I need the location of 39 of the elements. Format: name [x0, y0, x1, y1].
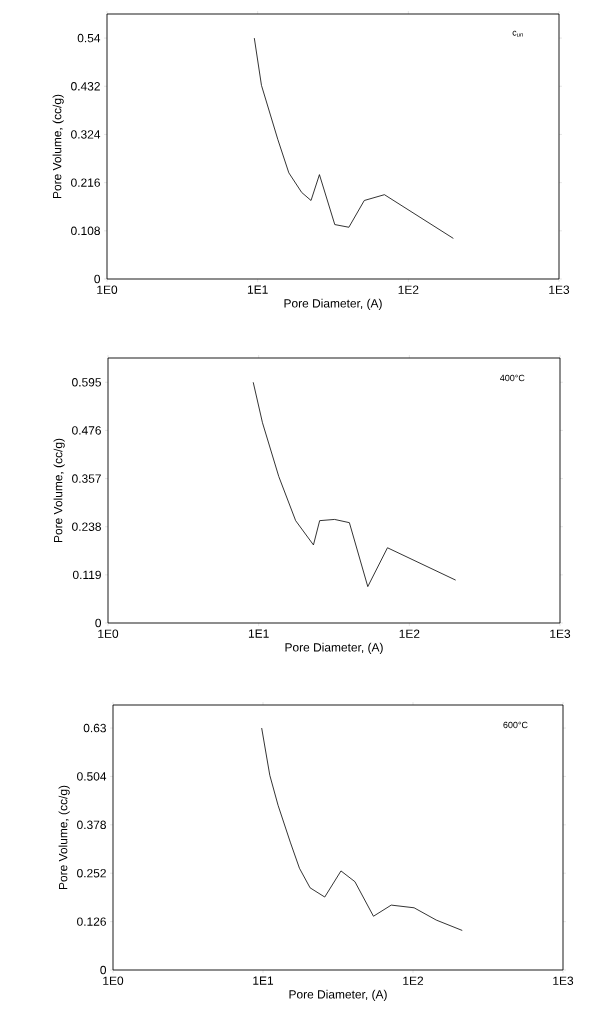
y-tick-label: 0.595 — [72, 378, 101, 387]
y-tick-label: 0 — [100, 965, 107, 975]
x-tick-label: 1E3 — [549, 285, 570, 294]
x-axis-title: Pore Diameter, (A) — [285, 642, 383, 654]
y-tick-label: 0.378 — [77, 820, 106, 830]
x-tick-label: 1E2 — [403, 976, 424, 985]
y-tick-label: 0.119 — [72, 570, 101, 580]
y-tick-label: 0.216 — [71, 178, 100, 187]
x-tick-label: 1E1 — [247, 285, 268, 294]
y-axis-title: Pore Volume, (cc/g) — [58, 785, 70, 890]
x-tick-label: 1E2 — [399, 629, 420, 638]
x-tick-label: 1E3 — [550, 629, 571, 638]
y-axis-title: Pore Volume, (cc/g) — [53, 438, 65, 543]
annotation: 600°C — [503, 721, 528, 729]
y-tick-label: 0.252 — [77, 869, 106, 878]
y-tick-label: 0 — [95, 618, 102, 628]
x-tick-label: 1E1 — [253, 976, 274, 985]
annotation: c$_{un}$ — [512, 30, 523, 37]
y-tick-label: 0.126 — [77, 917, 106, 926]
x-tick-label: 1E0 — [98, 629, 119, 638]
annotation: 400°C — [500, 374, 525, 382]
x-tick-label: 1E0 — [103, 976, 124, 985]
x-tick-label: 1E0 — [97, 285, 118, 294]
x-axis-title: Pore Diameter, (A) — [284, 298, 382, 310]
x-tick-label: 1E2 — [398, 285, 419, 294]
x-axis-title: Pore Diameter, (A) — [289, 989, 387, 1001]
y-tick-label: 0.432 — [71, 82, 100, 91]
y-tick-label: 0.108 — [71, 226, 100, 236]
x-tick-label: 1E3 — [553, 976, 574, 985]
y-tick-label: 0.63 — [83, 723, 106, 733]
y-tick-label: 0.476 — [72, 426, 101, 435]
y-tick-label: 0.238 — [72, 522, 101, 531]
y-axis-title: Pore Volume, (cc/g) — [52, 94, 64, 199]
y-tick-label: 0 — [94, 274, 101, 284]
y-tick-label: 0.357 — [72, 474, 101, 483]
x-tick-label: 1E1 — [248, 629, 269, 638]
y-tick-label: 0.54 — [77, 33, 101, 43]
y-tick-label: 0.324 — [71, 130, 101, 139]
y-tick-label: 0.504 — [77, 772, 107, 781]
